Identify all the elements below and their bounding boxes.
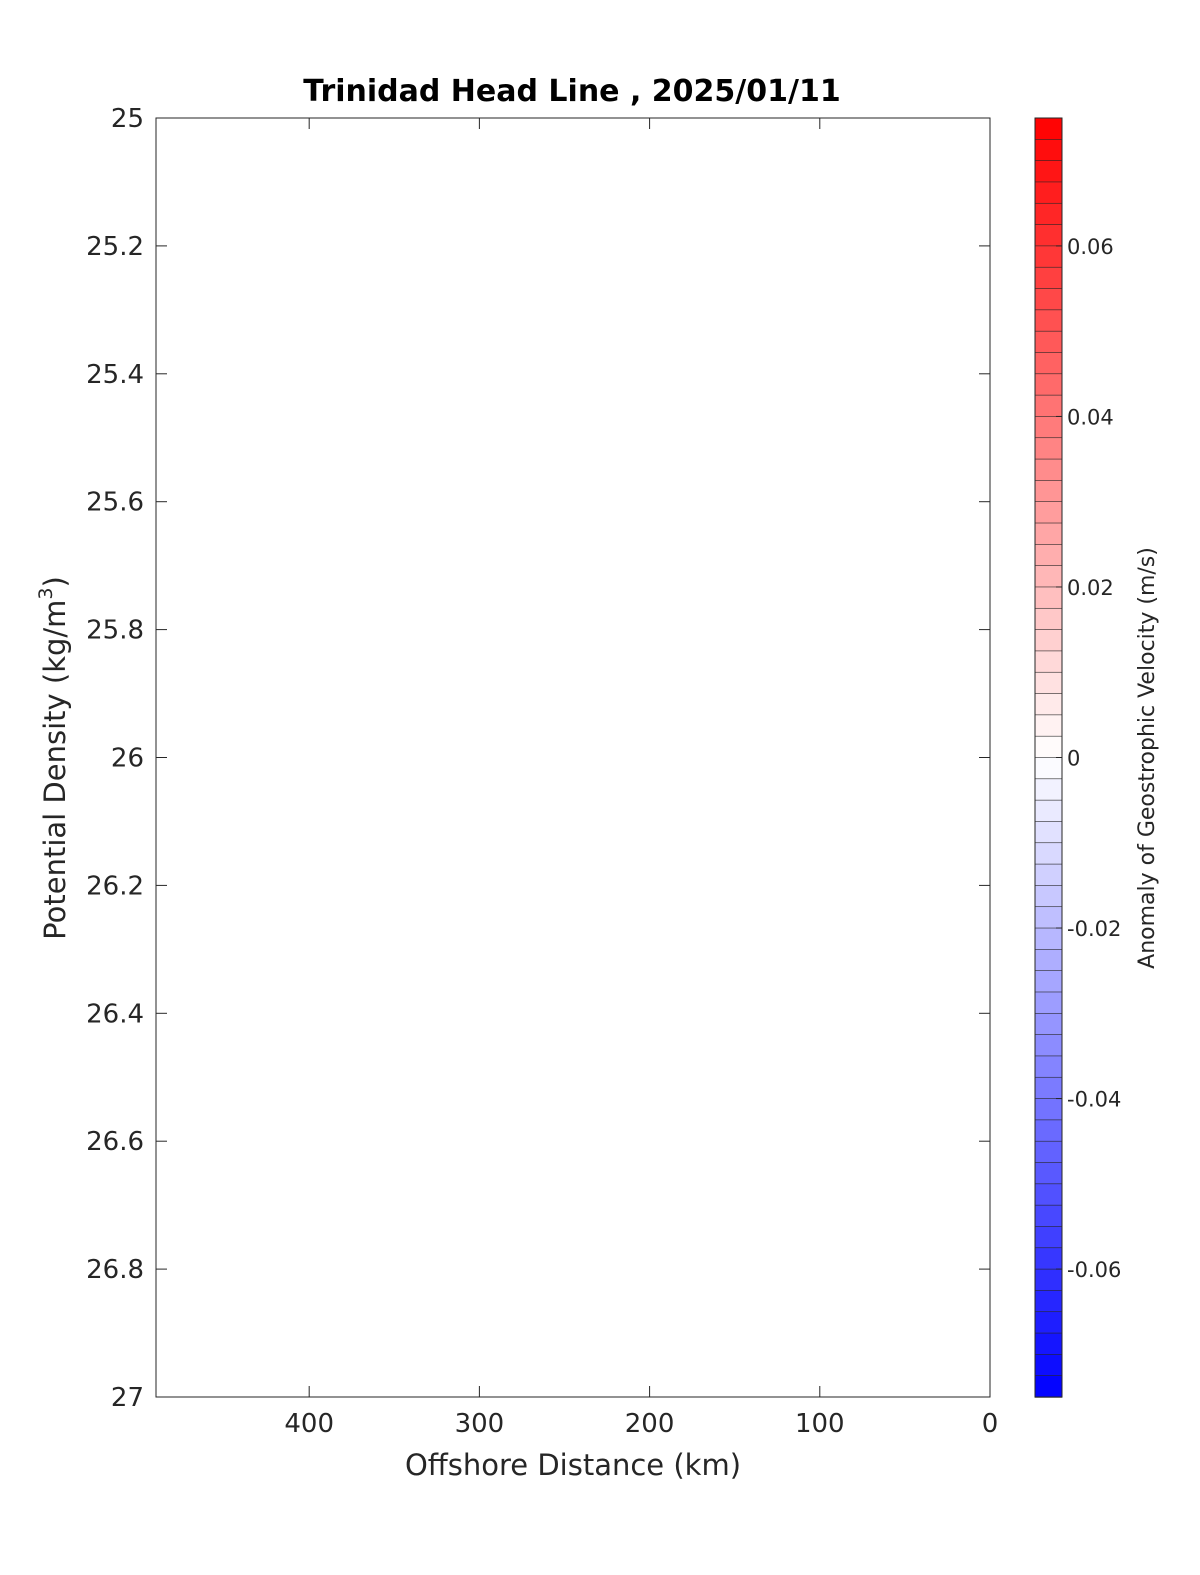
colorbar-segment xyxy=(1034,1119,1063,1142)
colorbar-segment xyxy=(1034,117,1063,141)
colorbar-segment xyxy=(1034,778,1063,801)
y-tick-label: 26.2 xyxy=(86,871,144,901)
colorbar-segment xyxy=(1034,842,1063,865)
colorbar-tick-label: 0.02 xyxy=(1067,576,1114,600)
x-tick-label: 400 xyxy=(284,1409,334,1439)
colorbar-segment xyxy=(1034,437,1063,460)
colorbar-segment xyxy=(1034,309,1063,332)
colorbar-segment xyxy=(1034,266,1063,290)
colorbar-segment xyxy=(1034,373,1063,396)
colorbar-segment xyxy=(1034,160,1063,183)
colorbar-label: Anomaly of Geostrophic Velocity (m/s) xyxy=(1135,547,1160,969)
colorbar xyxy=(1034,117,1063,1398)
y-tick-label: 25 xyxy=(111,104,144,134)
colorbar-segment xyxy=(1034,693,1063,716)
x-tick-label: 100 xyxy=(795,1409,845,1439)
colorbar-tick-label: -0.02 xyxy=(1067,917,1121,941)
colorbar-segment xyxy=(1034,607,1063,631)
colorbar-segment xyxy=(1034,991,1063,1015)
x-axis-label: Offshore Distance (km) xyxy=(405,1448,741,1482)
y-tick-label: 25.6 xyxy=(86,488,144,518)
colorbar-segment xyxy=(1034,1012,1063,1036)
y-axis-label-close: ) xyxy=(38,576,72,587)
colorbar-segment xyxy=(1034,1162,1063,1185)
colorbar-segment xyxy=(1034,1268,1063,1292)
colorbar-segment xyxy=(1034,970,1063,993)
y-axis-label-superscript: 3 xyxy=(35,587,57,599)
colorbar-tick-label: 0 xyxy=(1067,747,1080,771)
y-axis-label: Potential Density (kg/m3) xyxy=(35,576,72,940)
x-tick-label: 200 xyxy=(625,1409,675,1439)
colorbar-segment xyxy=(1034,927,1063,951)
colorbar-segment xyxy=(1034,1354,1063,1377)
x-tick-label: 300 xyxy=(455,1409,505,1439)
y-tick-label: 27 xyxy=(111,1383,144,1413)
colorbar-segment xyxy=(1034,586,1063,609)
x-axis: 400 300 200 100 0 xyxy=(284,118,998,1439)
colorbar-tick-label: 0.04 xyxy=(1067,405,1114,429)
y-tick-label: 26.6 xyxy=(86,1127,144,1157)
colorbar-segment xyxy=(1034,1055,1063,1078)
colorbar-segment xyxy=(1034,757,1063,780)
y-axis-label-main: Potential Density (kg/m xyxy=(38,600,72,940)
colorbar-segment xyxy=(1034,1098,1063,1121)
colorbar-segment xyxy=(1034,1290,1063,1313)
colorbar-segment xyxy=(1034,1375,1063,1398)
colorbar-segment xyxy=(1034,1183,1063,1206)
colorbar-segment xyxy=(1034,650,1063,673)
chart-title: Trinidad Head Line , 2025/01/11 xyxy=(303,74,840,109)
colorbar-segment xyxy=(1034,522,1063,546)
y-tick-label: 25.2 xyxy=(86,232,144,262)
colorbar-tick-label: 0.06 xyxy=(1067,235,1114,259)
x-tick-label: 0 xyxy=(982,1409,999,1439)
colorbar-segment xyxy=(1034,181,1063,204)
colorbar-segment xyxy=(1034,821,1063,844)
colorbar-segment xyxy=(1034,1140,1063,1164)
y-axis: 25 25.2 25.4 25.6 25.8 26 26.2 26.4 26.6 26.8 27 xyxy=(86,104,990,1413)
colorbar-segment xyxy=(1034,565,1063,588)
plot-area xyxy=(155,117,991,1398)
colorbar-segment xyxy=(1034,458,1063,482)
colorbar-segment xyxy=(1034,1332,1063,1356)
colorbar-segment xyxy=(1034,224,1063,247)
y-tick-label: 26.4 xyxy=(86,999,144,1029)
y-tick-label: 25.8 xyxy=(86,616,144,646)
colorbar-segment xyxy=(1034,671,1063,695)
colorbar-segment xyxy=(1034,714,1063,737)
colorbar-segment xyxy=(1034,330,1063,354)
y-tick-label: 26.8 xyxy=(86,1255,144,1285)
colorbar-segment xyxy=(1034,544,1063,567)
colorbar-segment xyxy=(1034,352,1063,375)
colorbar-segment xyxy=(1034,735,1063,759)
colorbar-segment xyxy=(1034,501,1063,524)
colorbar-segment xyxy=(1034,288,1063,311)
colorbar-segment xyxy=(1034,394,1063,418)
colorbar-segment xyxy=(1034,139,1063,162)
colorbar-segment xyxy=(1034,863,1063,887)
colorbar-segment xyxy=(1034,1204,1063,1228)
colorbar-tick-label: -0.04 xyxy=(1067,1088,1121,1112)
colorbar-segment xyxy=(1034,906,1063,929)
colorbar-segment xyxy=(1034,245,1063,268)
colorbar-segment xyxy=(1034,1076,1063,1100)
colorbar-segment xyxy=(1034,1226,1063,1249)
colorbar-segment xyxy=(1034,629,1063,652)
colorbar-segment xyxy=(1034,202,1063,226)
y-tick-label: 25.4 xyxy=(86,360,144,390)
colorbar-segment xyxy=(1034,1247,1063,1270)
colorbar-segment xyxy=(1034,416,1063,439)
colorbar-segment xyxy=(1034,885,1063,908)
colorbar-segment xyxy=(1034,1311,1063,1334)
colorbar-ticks: 0.06 0.04 0.02 0 -0.02 -0.04 -0.06 xyxy=(1056,235,1121,1282)
y-tick-label: 26 xyxy=(111,744,144,774)
colorbar-tick-label: -0.06 xyxy=(1067,1258,1121,1282)
colorbar-segment xyxy=(1034,799,1063,823)
colorbar-segment xyxy=(1034,480,1063,503)
colorbar-segment xyxy=(1034,949,1063,972)
colorbar-segment xyxy=(1034,1034,1063,1057)
